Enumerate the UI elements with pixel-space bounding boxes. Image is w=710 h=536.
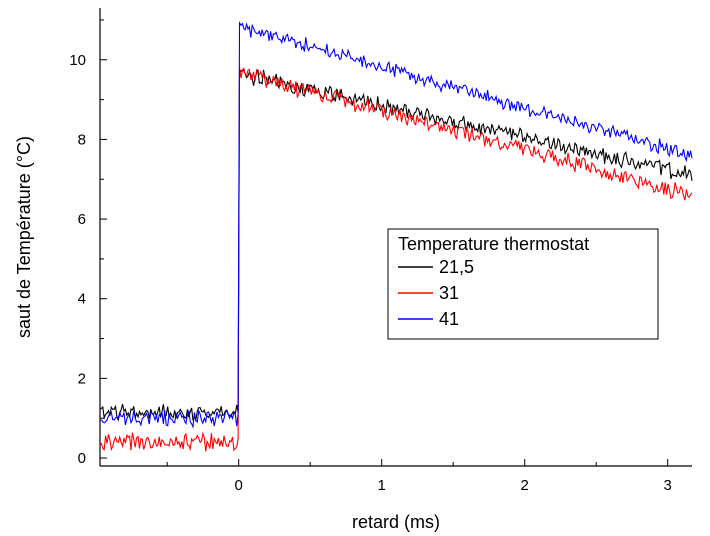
legend-label: 31 bbox=[439, 283, 459, 303]
legend-items: 21,5 31 41 bbox=[398, 257, 474, 329]
legend: Temperature thermostat 21,5 31 41 bbox=[387, 228, 659, 340]
y-tick-label: 10 bbox=[69, 52, 86, 69]
x-tick-label: 1 bbox=[378, 477, 386, 494]
series-line-1 bbox=[99, 69, 693, 423]
legend-box bbox=[387, 228, 659, 340]
series-line-2 bbox=[99, 67, 693, 452]
x-tick-label: 3 bbox=[664, 477, 672, 494]
x-axis-title: retard (ms) bbox=[352, 512, 440, 532]
x-tick-labels: 0 1 2 3 bbox=[235, 477, 672, 494]
y-tick-label: 2 bbox=[78, 370, 86, 387]
x-tick-label: 0 bbox=[235, 477, 243, 494]
y-tick-label: 4 bbox=[78, 291, 86, 308]
legend-label: 21,5 bbox=[439, 257, 474, 277]
y-tick-label: 8 bbox=[78, 131, 86, 148]
legend-label: 41 bbox=[439, 309, 459, 329]
series-layer bbox=[99, 20, 693, 452]
y-tick-labels: 0 2 4 6 8 10 bbox=[69, 52, 86, 467]
y-tick-label: 0 bbox=[78, 450, 86, 467]
axes bbox=[99, 8, 692, 467]
y-axis-title: saut de Température (°C) bbox=[14, 136, 34, 338]
legend-title: Temperature thermostat bbox=[398, 234, 589, 254]
series-line-3 bbox=[100, 20, 693, 429]
x-tick-label: 2 bbox=[521, 477, 529, 494]
y-tick-label: 6 bbox=[78, 211, 86, 228]
